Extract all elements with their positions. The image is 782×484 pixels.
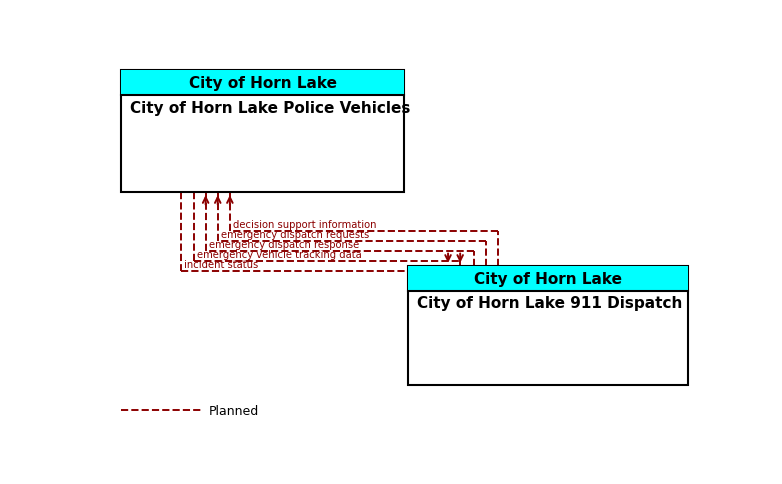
Text: incident status: incident status [185, 260, 259, 270]
Bar [120, 71, 404, 193]
Text: emergency dispatch requests: emergency dispatch requests [221, 229, 369, 240]
Text: Planned: Planned [209, 404, 259, 417]
Text: emergency vehicle tracking data: emergency vehicle tracking data [196, 250, 361, 260]
Text: City of Horn Lake 911 Dispatch: City of Horn Lake 911 Dispatch [417, 296, 683, 311]
Bar [120, 71, 404, 96]
Text: City of Horn Lake Police Vehicles: City of Horn Lake Police Vehicles [130, 101, 411, 116]
Text: City of Horn Lake: City of Horn Lake [474, 271, 622, 286]
Bar [408, 266, 688, 385]
Text: decision support information: decision support information [233, 220, 376, 229]
Text: emergency dispatch response: emergency dispatch response [209, 240, 359, 250]
Text: City of Horn Lake: City of Horn Lake [188, 76, 336, 91]
Bar [408, 266, 688, 291]
